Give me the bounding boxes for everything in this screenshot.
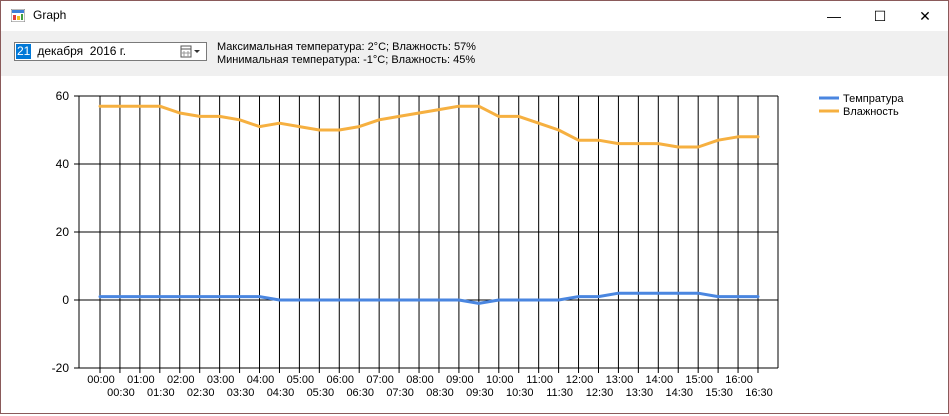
x-tick-label: 13:30 (626, 387, 654, 399)
toolbar: 21 декабря 2016 г. Максимальная температ… (1, 31, 948, 76)
line-chart: -20 0 20 40 60 00:0000:3001:0001:3002:0002:3… (52, 89, 905, 399)
min-temperature-text: Минимальная температура: -1°C; Влажность… (217, 54, 476, 66)
x-tick-label: 14:30 (665, 387, 693, 399)
max-temperature-text: Максимальная температура: 2°C; Влажность… (217, 41, 476, 53)
y-tick-label: 40 (56, 157, 70, 171)
minimize-icon: — (827, 8, 841, 24)
title-bar: Graph — ☐ ✕ (1, 1, 948, 31)
y-axis: -20 0 20 40 60 (52, 89, 70, 375)
x-tick-label: 15:00 (685, 374, 713, 386)
x-tick-label: 08:00 (406, 374, 434, 386)
close-button[interactable]: ✕ (902, 1, 948, 31)
chart-series (98, 104, 760, 305)
maximize-button[interactable]: ☐ (857, 1, 903, 31)
x-tick-label: 09:00 (446, 374, 474, 386)
x-tick-label: 07:00 (366, 374, 394, 386)
y-tick-label: 60 (56, 89, 70, 103)
x-tick-label: 12:00 (566, 374, 594, 386)
x-tick-label: 01:00 (127, 374, 155, 386)
x-tick-label: 04:00 (247, 374, 275, 386)
x-tick-label: 00:30 (107, 387, 135, 399)
series-line-temperature (98, 291, 760, 305)
x-tick-label: 01:30 (147, 387, 175, 399)
x-tick-label: 06:00 (327, 374, 355, 386)
x-tick-label: 09:30 (466, 387, 494, 399)
minimize-button[interactable]: — (811, 1, 857, 31)
maximize-icon: ☐ (873, 7, 887, 24)
series-line-humidity (98, 104, 760, 149)
x-tick-label: 12:30 (586, 387, 614, 399)
x-axis: 00:0000:3001:0001:3002:0002:3003:0003:30… (87, 374, 773, 399)
x-tick-label: 00:00 (87, 374, 115, 386)
x-tick-label: 16:30 (745, 387, 773, 399)
x-tick-label: 08:30 (426, 387, 454, 399)
x-tick-label: 14:00 (646, 374, 674, 386)
window-title: Graph (33, 8, 67, 22)
y-tick-label: 20 (56, 225, 70, 239)
x-tick-label: 03:30 (227, 387, 255, 399)
x-tick-label: 10:00 (486, 374, 514, 386)
x-tick-label: 07:30 (386, 387, 414, 399)
x-tick-label: 05:30 (307, 387, 335, 399)
legend-label: Влажность (843, 106, 899, 118)
chart-grid (74, 95, 779, 373)
x-tick-label: 02:30 (187, 387, 215, 399)
x-tick-label: 16:00 (725, 374, 753, 386)
y-tick-label: -20 (52, 361, 70, 375)
x-tick-label: 05:00 (287, 374, 315, 386)
date-month-year[interactable]: декабря 2016 г. (34, 44, 127, 58)
y-tick-label: 0 (62, 293, 69, 307)
x-tick-label: 06:30 (346, 387, 374, 399)
x-tick-label: 03:00 (207, 374, 235, 386)
date-day-selected[interactable]: 21 (16, 44, 32, 59)
x-tick-label: 11:30 (546, 387, 573, 399)
x-tick-label: 11:00 (526, 374, 553, 386)
app-icon (11, 9, 25, 22)
x-tick-label: 10:30 (506, 387, 534, 399)
stats-panel: Максимальная температура: 2°C; Влажность… (217, 41, 476, 67)
close-icon: ✕ (919, 7, 931, 24)
x-tick-label: 13:00 (606, 374, 634, 386)
chart-area: -20 0 20 40 60 00:00 00:30 01:00 01:30 02:00 02:3… (1, 76, 948, 413)
x-tick-label: 15:30 (705, 387, 733, 399)
date-picker[interactable]: 21 декабря 2016 г. (14, 42, 207, 61)
legend-label: Темпратура (843, 93, 904, 105)
calendar-dropdown-icon[interactable] (178, 44, 204, 59)
x-tick-label: 02:00 (167, 374, 195, 386)
x-tick-label: 04:30 (267, 387, 295, 399)
